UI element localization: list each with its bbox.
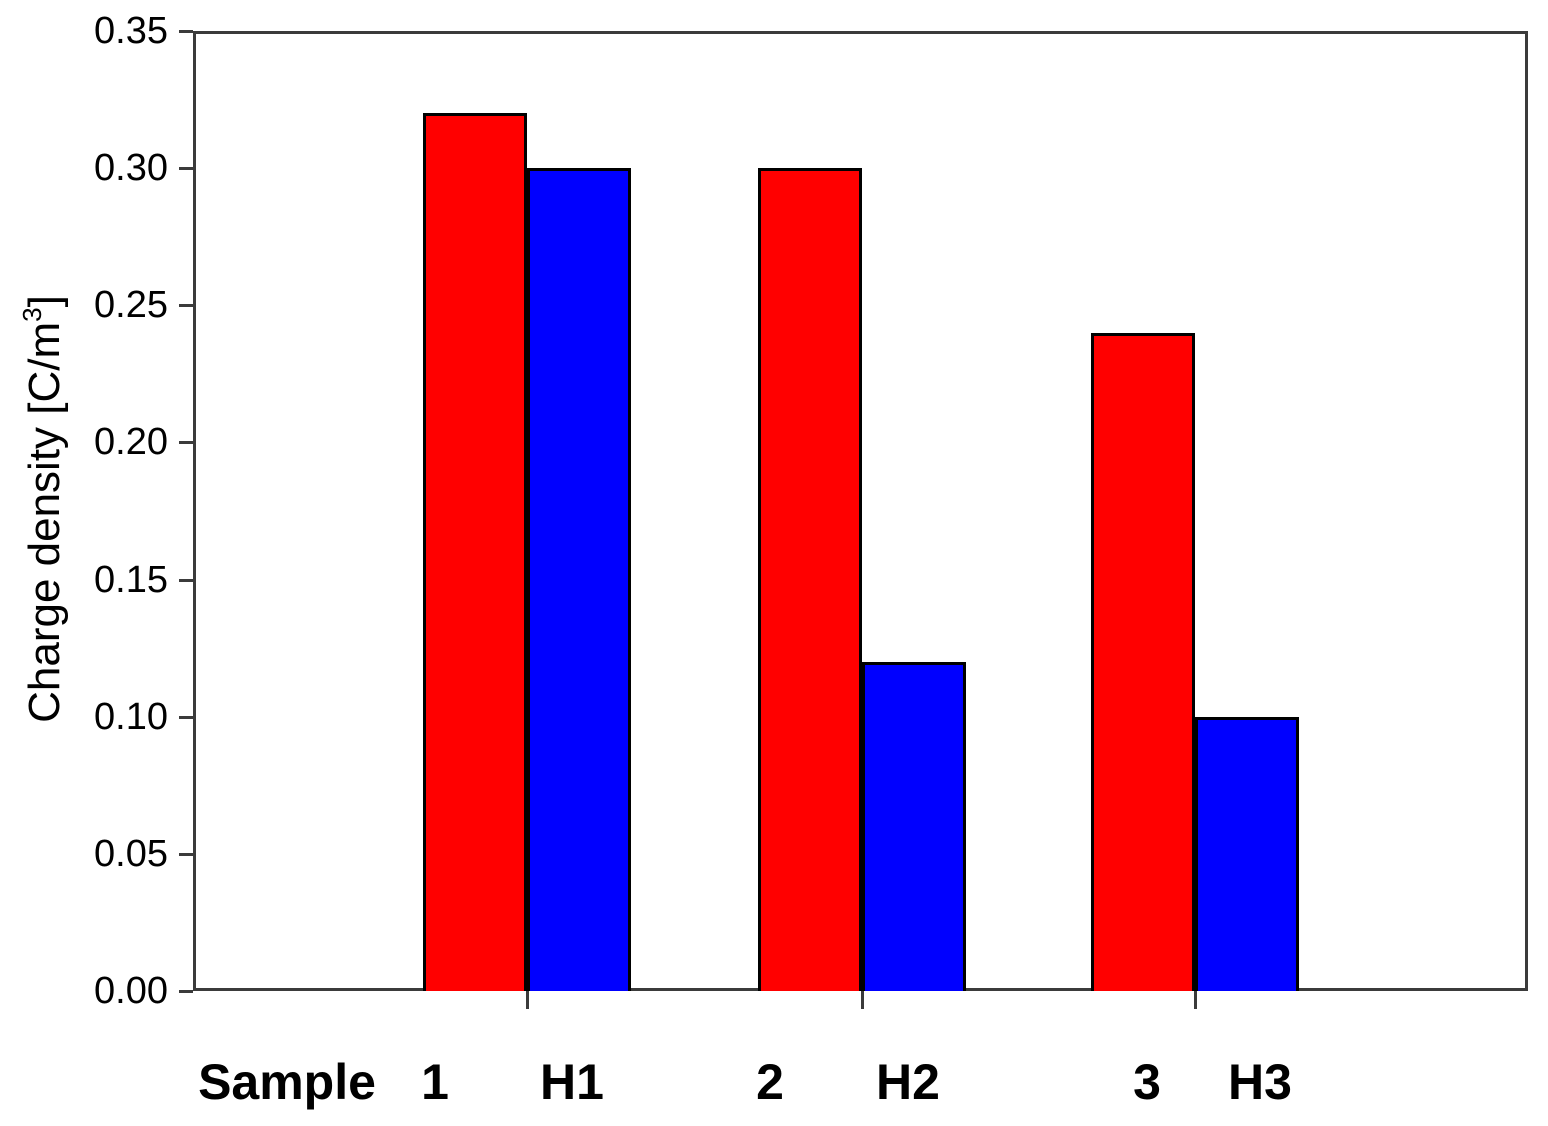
y-tick-mark — [179, 441, 193, 444]
y-tick-mark — [179, 853, 193, 856]
y-tick-label: 0.05 — [94, 833, 168, 875]
x-category-label-H1: H1 — [540, 1054, 604, 1110]
bar-3 — [1091, 333, 1195, 991]
y-tick-label: 0.10 — [94, 696, 168, 738]
bar-H3 — [1195, 717, 1299, 991]
y-axis-title-bracket: ] — [20, 295, 69, 308]
y-tick-mark — [179, 30, 193, 33]
bar-1 — [423, 113, 527, 991]
x-category-label-2: 2 — [756, 1054, 784, 1110]
x-category-label-H3: H3 — [1228, 1054, 1292, 1110]
y-tick-label: 0.25 — [94, 284, 168, 326]
y-tick-mark — [179, 716, 193, 719]
x-category-label-H2: H2 — [876, 1054, 940, 1110]
x-category-label-3: 3 — [1133, 1054, 1161, 1110]
x-category-label-1: 1 — [421, 1054, 449, 1110]
y-axis-title: Charge density [C/m3] — [4, 209, 69, 809]
x-axis-prefix-label: Sample — [198, 1054, 376, 1110]
y-tick-label: 0.15 — [94, 559, 168, 601]
y-tick-mark — [179, 304, 193, 307]
bar-H2 — [862, 662, 966, 991]
x-tick-mark — [1194, 991, 1197, 1009]
y-tick-label: 0.20 — [94, 421, 168, 463]
y-tick-label: 0.30 — [94, 147, 168, 189]
y-tick-mark — [179, 579, 193, 582]
y-tick-mark — [179, 167, 193, 170]
y-tick-label: 0.35 — [94, 10, 168, 52]
y-tick-label: 0.00 — [94, 970, 168, 1012]
y-axis-title-superscript: 3 — [17, 307, 47, 322]
y-axis-title-text: Charge density [C/m — [20, 321, 69, 723]
bar-H1 — [527, 168, 631, 991]
bar-2 — [758, 168, 862, 991]
y-tick-mark — [179, 990, 193, 993]
x-tick-mark — [526, 991, 529, 1009]
x-tick-mark — [861, 991, 864, 1009]
